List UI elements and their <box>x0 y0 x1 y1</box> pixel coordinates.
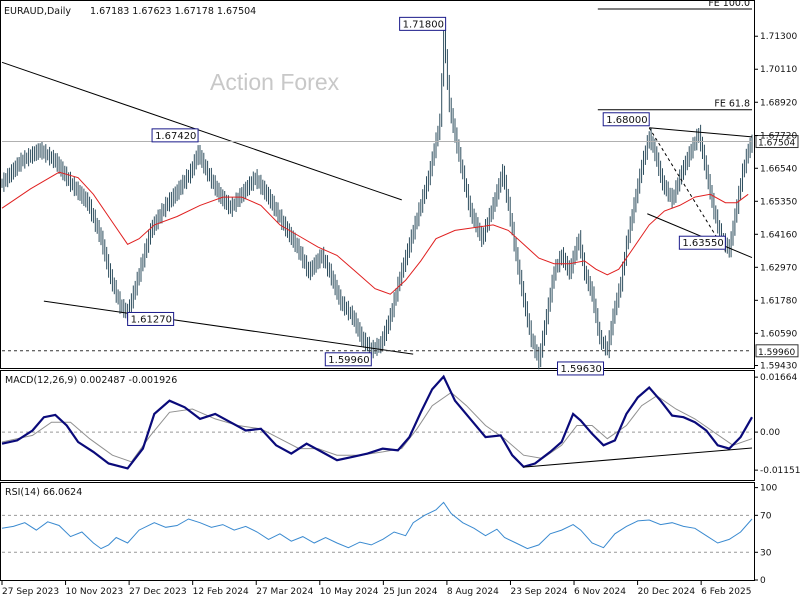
fe-level-label: FE 61.8 <box>714 99 750 110</box>
y-tick-label: 1.70110 <box>760 65 797 75</box>
pivot-label: 1.61270 <box>131 314 172 325</box>
macd-panel-frame <box>0 370 755 481</box>
support-price-tag <box>755 344 799 358</box>
rsi-y-tick-label: 30 <box>760 548 772 558</box>
price-layer: FE 100.0 FE 61.8 1.67504 1.59960 1.71800 1.67… <box>1 0 799 376</box>
ohlc-bars <box>1 24 753 370</box>
pivot-label-box <box>151 128 199 143</box>
chart-symbol: EURAUD,Daily <box>4 6 71 17</box>
x-tick-label: 12 Feb 2024 <box>193 587 249 597</box>
chart-ohlc: 1.67183 1.67623 1.67178 1.67504 <box>90 6 256 17</box>
channel-upper-line <box>1 61 402 201</box>
rsi-y-tick-label: 0 <box>760 576 766 586</box>
watermark: Action Forex <box>210 69 340 95</box>
pivot-label: 1.59630 <box>561 364 602 375</box>
y-tick-label: 1.64160 <box>760 230 797 240</box>
y-tick-label: 1.59430 <box>760 362 797 372</box>
price-panel-frame <box>0 0 755 369</box>
pivot-label-box <box>324 352 372 367</box>
y-tick-label: 1.68920 <box>760 98 797 108</box>
rsi-layer <box>1 501 753 553</box>
y-tick-label: 1.62970 <box>760 263 797 273</box>
rsi-y-tick-label: 100 <box>760 484 777 494</box>
pivot-label-box <box>557 361 605 376</box>
pivot-label-box <box>127 311 175 326</box>
x-tick-label: 6 Nov 2024 <box>574 587 626 597</box>
dashed-swing-line <box>648 127 726 252</box>
rsi-line <box>1 501 753 550</box>
moving-average-line <box>1 171 749 295</box>
pivot-label: 1.59960 <box>328 355 369 366</box>
macd-y-tick-label: 0.01664 <box>760 373 797 383</box>
pivot-label: 1.71800 <box>403 19 444 30</box>
y-tick-label: 1.61780 <box>760 296 797 306</box>
pivot-label-box <box>399 16 447 31</box>
channel-lower-line <box>43 300 414 355</box>
rsi-panel-frame <box>0 482 755 581</box>
axis-layer: 1.71300 1.70110 1.68920 1.67720 1.66540 1.653… <box>1 32 800 597</box>
y-tick-label: 1.67720 <box>760 132 797 142</box>
pivot-label-box <box>678 235 726 250</box>
macd-title: MACD(12,26,9) 0.002487 -0.001926 <box>5 375 177 386</box>
current-price-tag <box>755 135 799 149</box>
x-tick-label: 23 Sep 2024 <box>510 587 567 597</box>
fe-level-label: FE 100.0 <box>708 0 750 9</box>
y-tick-label: 1.71300 <box>760 32 797 42</box>
pivot-label: 1.68000 <box>606 115 647 126</box>
x-tick-label: 27 Sep 2023 <box>2 587 59 597</box>
macd-layer <box>1 374 753 470</box>
x-tick-label: 8 Aug 2024 <box>447 587 499 597</box>
x-tick-label: 20 Dec 2024 <box>638 587 696 597</box>
x-tick-label: 10 May 2024 <box>320 587 379 597</box>
pivot-label: 1.67420 <box>155 131 196 142</box>
rsi-y-tick-label: 70 <box>760 511 772 521</box>
y-tick-label: 1.60590 <box>760 329 797 339</box>
x-tick-label: 10 Nov 2023 <box>66 587 124 597</box>
support-price-tag-text: 1.59960 <box>758 348 795 358</box>
macd-y-tick-label: -0.011515 <box>760 466 800 476</box>
triangle-upper-line <box>649 127 753 138</box>
macd-y-tick-label: 0.00 <box>760 428 780 438</box>
pivot-label-box <box>602 112 650 127</box>
current-price-tag-text: 1.67504 <box>758 139 795 149</box>
y-tick-label: 1.66540 <box>760 164 797 174</box>
triangle-lower-line <box>647 213 753 259</box>
x-tick-label: 6 Feb 2025 <box>701 587 751 597</box>
rsi-title: RSI(14) 66.0624 <box>5 487 82 498</box>
macd-divergence-line <box>523 447 753 468</box>
x-tick-label: 25 Jun 2024 <box>383 587 437 597</box>
y-tick-label: 1.65350 <box>760 197 797 207</box>
x-tick-label: 27 Mar 2024 <box>256 587 313 597</box>
pivot-label: 1.63550 <box>682 238 723 249</box>
x-tick-label: 27 Dec 2023 <box>129 587 187 597</box>
macd-main-line <box>1 374 753 470</box>
